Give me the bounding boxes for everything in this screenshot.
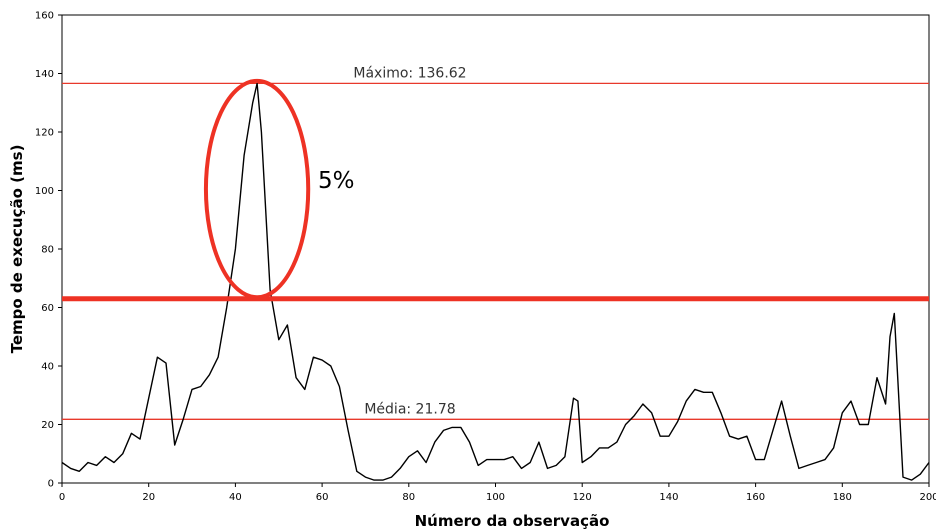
x-tick-label: 100 (486, 492, 505, 503)
x-axis-ticks: 0 20 40 60 80 100 120 140 160 180 200 (59, 483, 936, 503)
y-axis-label: Tempo de execução (ms) (8, 145, 26, 354)
peak-highlight-ellipse (203, 78, 311, 300)
max-label: Máximo: 136.62 (353, 65, 466, 81)
x-tick-label: 120 (573, 492, 592, 503)
x-axis-label: Número da observação (415, 512, 610, 530)
percent-callout: 5% (318, 168, 355, 194)
x-tick-label: 60 (316, 492, 329, 503)
y-tick-label: 120 (35, 128, 54, 139)
y-tick-label: 160 (35, 11, 54, 22)
y-tick-label: 40 (41, 362, 54, 373)
y-tick-label: 140 (35, 69, 54, 80)
reference-lines: Máximo: 136.62 Média: 21.78 (62, 65, 929, 420)
x-tick-label: 40 (229, 492, 242, 503)
y-tick-label: 80 (41, 245, 54, 256)
x-tick-label: 200 (919, 492, 936, 503)
y-tick-label: 100 (35, 186, 54, 197)
series-line (61, 82, 930, 481)
y-tick-label: 60 (41, 303, 54, 314)
x-tick-label: 80 (402, 492, 415, 503)
y-tick-label: 20 (41, 420, 54, 431)
x-tick-label: 0 (59, 492, 65, 503)
x-tick-label: 160 (746, 492, 765, 503)
y-axis-ticks: 0 20 40 60 80 100 120 140 160 (35, 11, 62, 490)
x-tick-label: 20 (142, 492, 155, 503)
y-tick-label: 0 (48, 479, 54, 490)
mean-label: Média: 21.78 (364, 401, 455, 417)
x-tick-label: 180 (833, 492, 852, 503)
plot-area (61, 14, 930, 484)
x-tick-label: 140 (659, 492, 678, 503)
